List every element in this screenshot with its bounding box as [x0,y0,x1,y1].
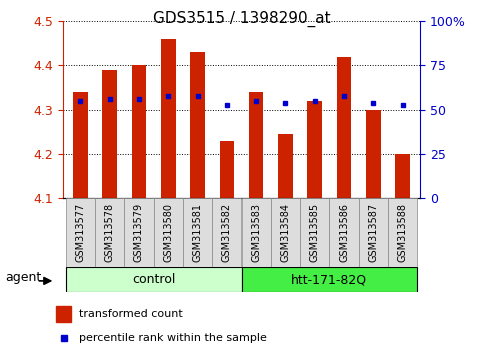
Text: GSM313578: GSM313578 [105,203,114,262]
Text: transformed count: transformed count [79,309,183,319]
Bar [212,198,242,267]
Text: GSM313587: GSM313587 [369,203,378,262]
Bar [56,306,71,322]
Bar [132,65,146,198]
Bar [366,110,381,198]
Text: GSM313582: GSM313582 [222,203,232,262]
Text: GSM313585: GSM313585 [310,203,320,262]
Bar [95,198,124,267]
Bar [102,70,117,198]
Bar [395,154,410,198]
Bar [337,57,351,198]
Text: agent: agent [5,271,41,284]
Bar [271,198,300,267]
Bar [249,92,263,198]
Bar [66,198,95,267]
Bar [242,267,417,292]
Bar [359,198,388,267]
Bar [66,267,242,292]
Text: control: control [132,273,175,286]
Bar [124,198,154,267]
Bar [183,198,212,267]
Text: GSM313579: GSM313579 [134,203,144,262]
Bar [307,101,322,198]
Bar [161,39,176,198]
Text: GSM313581: GSM313581 [193,203,202,262]
Bar [300,198,329,267]
Bar [278,134,293,198]
Text: htt-171-82Q: htt-171-82Q [291,273,368,286]
Bar [73,92,88,198]
Text: percentile rank within the sample: percentile rank within the sample [79,333,267,343]
Text: GSM313580: GSM313580 [163,203,173,262]
Bar [154,198,183,267]
Text: GSM313577: GSM313577 [75,203,85,262]
Bar [220,141,234,198]
Text: GSM313584: GSM313584 [281,203,290,262]
Text: GSM313586: GSM313586 [339,203,349,262]
Text: GSM313588: GSM313588 [398,203,408,262]
Bar [242,198,271,267]
Text: GSM313583: GSM313583 [251,203,261,262]
Bar [329,198,359,267]
Text: GDS3515 / 1398290_at: GDS3515 / 1398290_at [153,11,330,27]
Bar [190,52,205,198]
Bar [388,198,417,267]
